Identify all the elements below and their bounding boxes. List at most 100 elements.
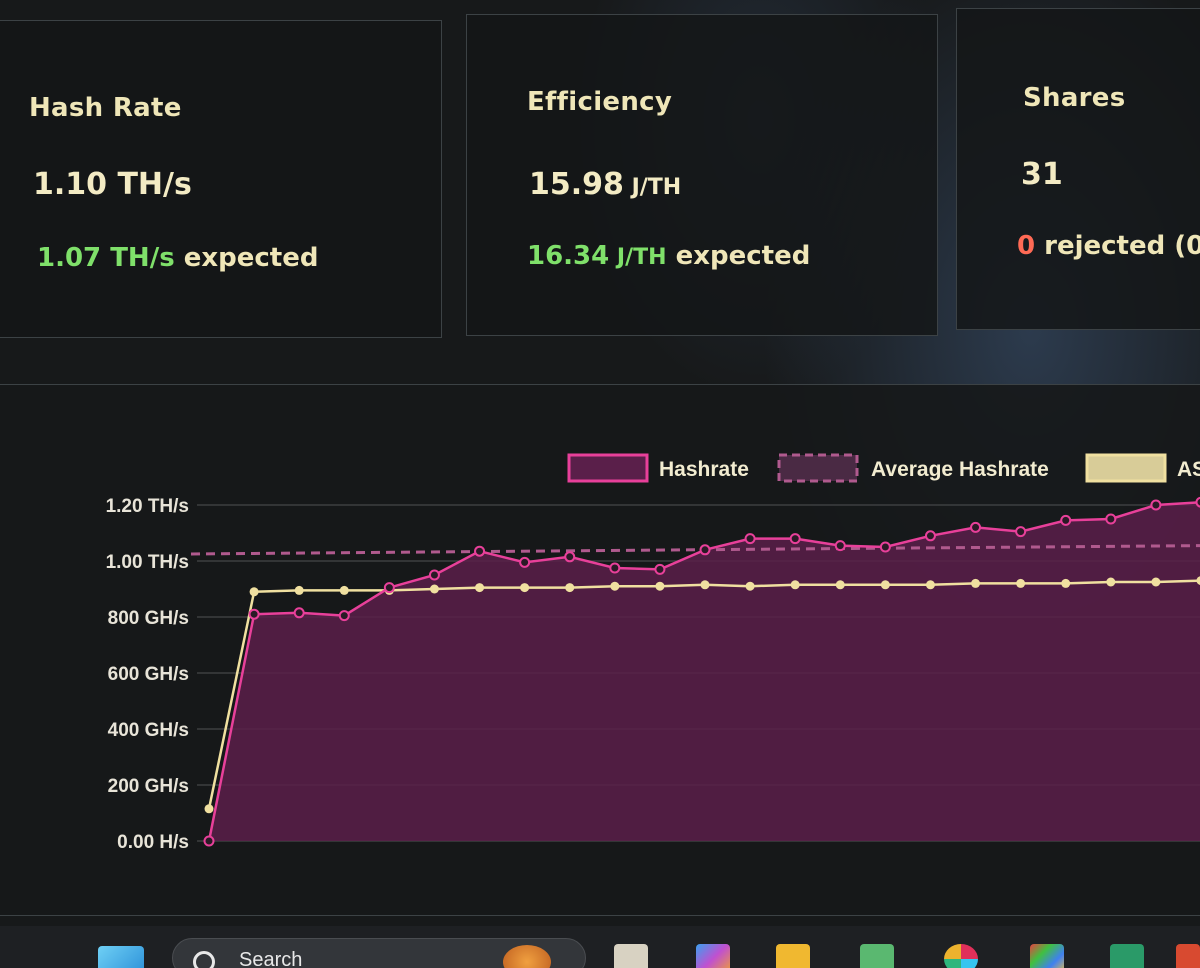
as-point xyxy=(700,580,710,590)
hash-rate-expected-value: 1.07 TH/s xyxy=(37,243,175,273)
hashrate-chart: 0.00 H/s 200 GH/s 400 GH/s 600 GH/s 800 GH/s… xyxy=(106,453,1200,853)
as-point xyxy=(655,581,665,591)
as-point xyxy=(475,583,485,593)
hash-rate-expected-suffix: expected xyxy=(174,243,319,273)
y-tick-label: 1.20 TH/s xyxy=(106,496,189,517)
efficiency-expected-suffix: expected xyxy=(666,241,811,271)
efficiency-expected: 16.34 J/TH expected xyxy=(527,241,810,271)
hashrate-point xyxy=(744,533,756,545)
legend-swatch xyxy=(777,453,859,483)
as-point xyxy=(971,578,981,588)
hash-rate-value: 1.10 TH/s xyxy=(33,167,192,202)
efficiency-value-number: 15.98 xyxy=(529,167,624,202)
start-icon[interactable] xyxy=(98,946,144,968)
chart-legend[interactable]: Hashrate Average Hashrate AS xyxy=(567,453,1200,483)
as-point xyxy=(520,583,530,593)
as-point xyxy=(1061,578,1071,588)
legend-label: Hashrate xyxy=(659,458,749,481)
hashrate-point xyxy=(924,530,936,542)
shares-value: 31 xyxy=(1021,157,1063,192)
shares-rejected-suffix: rejected (0.0 xyxy=(1044,231,1200,261)
legend-item-as[interactable]: AS xyxy=(1085,453,1200,483)
shares-rejected-count: 0 xyxy=(1017,231,1036,261)
hashrate-point xyxy=(834,540,846,552)
average-hashrate-line xyxy=(190,544,1200,556)
hashrate-point xyxy=(699,544,711,556)
hashrate-point xyxy=(654,563,666,575)
y-tick-label: 800 GH/s xyxy=(108,608,189,629)
hashrate-point xyxy=(1195,496,1200,508)
hash-rate-title: Hash Rate xyxy=(29,93,182,123)
legend-item-hashrate[interactable]: Hashrate xyxy=(567,453,749,483)
copilot-icon[interactable] xyxy=(696,944,730,968)
as-point xyxy=(835,580,845,590)
y-tick-label: 200 GH/s xyxy=(108,776,189,797)
as-point xyxy=(610,581,620,591)
as-point xyxy=(880,580,890,590)
legend-swatch xyxy=(567,453,649,483)
hashrate-point xyxy=(428,569,440,581)
search-highlight-icon xyxy=(503,945,551,968)
app-icon[interactable] xyxy=(1030,944,1064,968)
efficiency-value: 15.98 J/TH xyxy=(529,167,681,202)
hashrate-point xyxy=(248,608,260,620)
as-point xyxy=(429,584,439,594)
hashrate-area xyxy=(209,502,1200,841)
as-point xyxy=(249,587,259,597)
hashrate-point xyxy=(293,607,305,619)
hashrate-point xyxy=(1060,514,1072,526)
search-label: Search xyxy=(239,949,303,968)
as-point xyxy=(745,581,755,591)
taskbar-search[interactable]: Search xyxy=(172,938,586,968)
shares-title: Shares xyxy=(1023,83,1126,113)
hashrate-point xyxy=(203,835,215,847)
y-tick-label: 600 GH/s xyxy=(108,664,189,685)
hashrate-point xyxy=(338,610,350,622)
as-point xyxy=(339,585,349,595)
as-point xyxy=(1016,578,1026,588)
file-explorer-icon[interactable] xyxy=(776,944,810,968)
as-point xyxy=(1106,577,1116,587)
efficiency-expected-unit: J/TH xyxy=(609,245,667,270)
hashrate-chart-panel: 0.00 H/s 200 GH/s 400 GH/s 600 GH/s 800 GH/s… xyxy=(0,384,1200,916)
notepad-icon[interactable] xyxy=(860,944,894,968)
efficiency-value-unit: J/TH xyxy=(623,175,682,200)
app-icon-partial[interactable] xyxy=(1176,944,1200,968)
legend-label: AS xyxy=(1177,458,1200,481)
hash-rate-card: Hash Rate 1.10 TH/s 1.07 TH/s expected xyxy=(0,20,442,338)
hashrate-point xyxy=(564,551,576,563)
shares-card: Shares 31 0 rejected (0.0 xyxy=(956,8,1200,330)
as-point xyxy=(565,583,575,593)
legend-item-average-hashrate[interactable]: Average Hashrate xyxy=(777,453,1049,483)
hashrate-point xyxy=(1150,499,1162,511)
search-icon xyxy=(193,951,215,968)
taskbar: Search xyxy=(0,926,1200,968)
chart-series xyxy=(190,496,1200,847)
as-point xyxy=(1196,576,1200,585)
efficiency-title: Efficiency xyxy=(527,87,673,117)
hashrate-point xyxy=(970,521,982,533)
hashrate-point xyxy=(789,533,801,545)
hashrate-point xyxy=(383,582,395,594)
hashrate-point xyxy=(879,541,891,553)
as-point xyxy=(204,804,214,814)
hashrate-point xyxy=(1105,513,1117,525)
hashrate-point xyxy=(1015,526,1027,538)
slack-icon[interactable] xyxy=(944,944,978,968)
legend-label: Average Hashrate xyxy=(871,458,1049,481)
hashrate-point xyxy=(519,556,531,568)
hash-rate-expected: 1.07 TH/s expected xyxy=(37,243,318,273)
efficiency-expected-number: 16.34 xyxy=(527,241,610,271)
as-point xyxy=(294,585,304,595)
y-tick-label: 400 GH/s xyxy=(108,720,189,741)
task-view-icon[interactable] xyxy=(614,944,648,968)
hashrate-point xyxy=(474,545,486,557)
y-axis-ticks: 0.00 H/s 200 GH/s 400 GH/s 600 GH/s 800 GH/s… xyxy=(106,496,189,853)
vim-icon[interactable] xyxy=(1110,944,1144,968)
efficiency-card: Efficiency 15.98 J/TH 16.34 J/TH expecte… xyxy=(466,14,938,336)
as-point xyxy=(1151,577,1161,587)
hashrate-point xyxy=(609,562,621,574)
y-tick-label: 1.00 TH/s xyxy=(106,552,189,573)
y-tick-label: 0.00 H/s xyxy=(117,832,189,853)
as-point xyxy=(790,580,800,590)
